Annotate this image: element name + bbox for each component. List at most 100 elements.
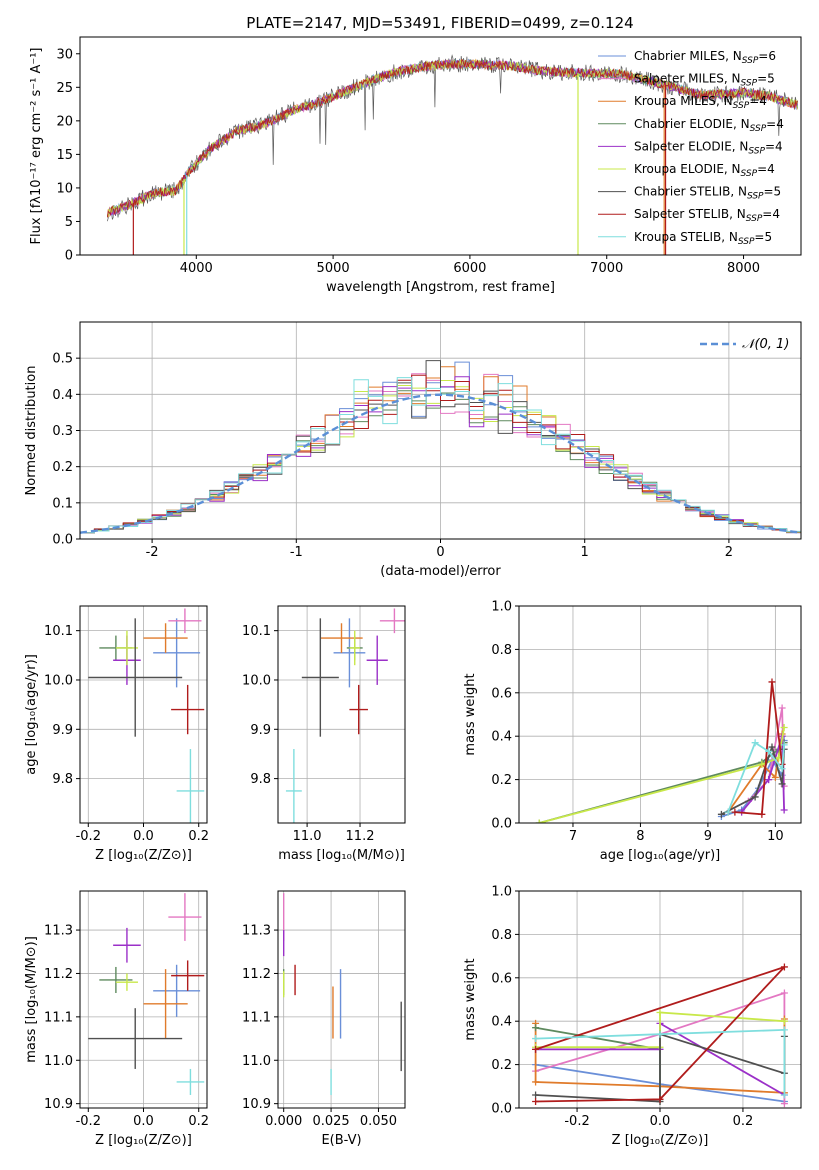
legend-subscript: SSP <box>746 214 763 224</box>
y-tick-label: 9.8 <box>52 772 73 787</box>
y-tick-label: 1.0 <box>491 600 512 615</box>
legend-label: Kroupa STELIB, N <box>634 230 738 244</box>
figure-title: PLATE=2147, MJD=53491, FIBERID=0499, z=0… <box>246 14 633 32</box>
legend-entry: Chabrier STELIB, NSSP=5 <box>634 185 781 202</box>
mass-weight-marker <box>778 780 786 788</box>
mass-weight-marker <box>656 1095 664 1103</box>
plot-area <box>88 893 205 1095</box>
x-tick-label: 1 <box>581 545 589 560</box>
mass-weight-marker <box>532 1091 540 1099</box>
normal-reference-curve <box>80 393 801 534</box>
errorbar-point-3 <box>143 623 188 653</box>
mass-weight-marker <box>765 776 773 784</box>
x-tick-label: 0.000 <box>265 1114 302 1129</box>
errorbar-point-5 <box>113 927 141 963</box>
age-vs-mass-panel: 11.0 11.2 9.8 9.9 10.0 10.1 mass [log₁₀(M/M⊙)] <box>242 605 406 863</box>
y-tick-label: 0.6 <box>491 971 512 986</box>
mass-weight-marker <box>780 724 788 732</box>
y-tick-label: 0.4 <box>491 730 512 745</box>
y-tick-label: 0.2 <box>491 773 512 788</box>
y-axis-label: Flux [fλ10⁻¹⁷ erg cm⁻² s⁻¹ A⁻¹] <box>29 48 44 245</box>
plot-area <box>532 963 788 1108</box>
mass-weight-marker <box>765 747 773 755</box>
errorbar-point-8 <box>349 684 368 735</box>
plot-area <box>285 608 405 823</box>
errorbar-point-3 <box>320 623 363 653</box>
y-tick-label: 11.1 <box>242 1010 271 1025</box>
y-tick-label: 0.8 <box>491 643 512 658</box>
x-tick-label: 4000 <box>180 261 213 276</box>
y-axis-label: mass [log₁₀(M/M⊙)] <box>24 936 39 1063</box>
errorbar-point-6 <box>115 973 138 991</box>
errorbar-point-2 <box>379 608 405 634</box>
x-tick-label: -1 <box>290 545 303 560</box>
x-axis-label: mass [log₁₀(M/M⊙)] <box>278 848 405 863</box>
errorbar-point-1 <box>333 618 366 688</box>
y-tick-label: 10.1 <box>44 624 73 639</box>
x-axis-label: wavelength [Angstrom, rest frame] <box>326 280 555 295</box>
mass-weight-line-4 <box>538 742 785 823</box>
y-tick-label: 11.3 <box>44 924 73 939</box>
legend-suffix: =5 <box>757 72 775 86</box>
mass-weight-marker <box>768 678 776 686</box>
mass-weight-marker <box>780 741 788 749</box>
y-axis-label: mass weight <box>463 958 478 1040</box>
mass-weight-marker <box>780 1100 788 1108</box>
legend-entry: Kroupa ELODIE, NSSP=4 <box>634 162 775 179</box>
plot-area <box>282 893 402 1095</box>
spectrum-line-8 <box>107 59 798 218</box>
mass-weight-marker <box>771 773 779 781</box>
mass-weight-vs-metallicity-panel: -0.2 0.0 0.2 0.0 0.2 0.4 0.6 0.8 1.0 Z [log₁₀(Z/Z… <box>463 885 802 1148</box>
legend-subscript: SSP <box>741 169 758 179</box>
mass-weight-marker <box>724 808 732 816</box>
errorbar-point-2 <box>168 608 202 634</box>
plot-area <box>535 678 788 823</box>
x-tick-label: 5000 <box>317 261 350 276</box>
y-tick-label: 0.5 <box>52 352 73 367</box>
legend-entry: Salpeter STELIB, NSSP=4 <box>634 207 780 224</box>
axes-frame <box>518 890 802 1109</box>
mass-weight-marker <box>751 739 759 747</box>
legend-label: Kroupa ELODIE, N <box>634 162 741 176</box>
legend-subscript: SSP <box>738 237 755 247</box>
legend-label: Chabrier MILES, N <box>634 49 742 63</box>
y-tick-label: 0.2 <box>491 1058 512 1073</box>
x-tick-label: 9 <box>704 829 712 844</box>
mass-weight-marker <box>535 819 543 823</box>
mass-weight-marker <box>780 1017 788 1025</box>
legend-suffix: =4 <box>749 94 767 108</box>
x-tick-label: 0.025 <box>312 1114 349 1129</box>
legend-label: Salpeter ELODIE, N <box>634 139 748 153</box>
y-tick-label: 11.2 <box>242 967 271 982</box>
y-axis-label: mass weight <box>463 673 478 755</box>
x-tick-label: 0.0 <box>133 1114 154 1129</box>
axes-frame <box>277 890 406 1109</box>
x-axis-label: Z [log₁₀(Z/Z⊙)] <box>612 1133 709 1148</box>
y-axis-label: Normed distribution <box>24 366 39 496</box>
mass-weight-marker <box>780 1026 788 1034</box>
mass-vs-metallicity-panel: -0.2 0.0 0.2 10.9 11.0 11.1 11.2 11.3 Z [log₁₀(Z… <box>24 890 209 1148</box>
axes-frame <box>79 890 208 1109</box>
legend-suffix: =4 <box>757 162 775 176</box>
mass-weight-marker <box>656 1030 664 1038</box>
y-tick-label: 11.1 <box>44 1010 73 1025</box>
y-tick-label: 0.3 <box>52 424 73 439</box>
y-tick-label: 0.0 <box>491 817 512 832</box>
legend-label: Chabrier STELIB, N <box>634 185 747 199</box>
y-tick-label: 10.0 <box>242 673 271 688</box>
legend-label: Chabrier ELODIE, N <box>634 117 750 131</box>
x-tick-label: 0.0 <box>133 829 154 844</box>
x-tick-label: 7 <box>569 829 577 844</box>
x-axis-label: Z [log₁₀(Z/Z⊙)] <box>95 848 192 863</box>
y-tick-label: 11.0 <box>242 1054 271 1069</box>
mass-weight-marker <box>778 704 786 712</box>
errorbar-point-6 <box>115 630 138 666</box>
y-tick-label: 11.3 <box>242 924 271 939</box>
mass-weight-line-8 <box>734 681 783 816</box>
legend-subscript: SSP <box>741 79 758 89</box>
y-tick-label: 0.4 <box>491 1015 512 1030</box>
y-axis-label: age [log₁₀(age/yr)] <box>24 654 39 775</box>
mass-weight-marker <box>532 1078 540 1086</box>
errorbar-point-2 <box>168 893 202 941</box>
y-tick-label: 10.9 <box>44 1097 73 1112</box>
